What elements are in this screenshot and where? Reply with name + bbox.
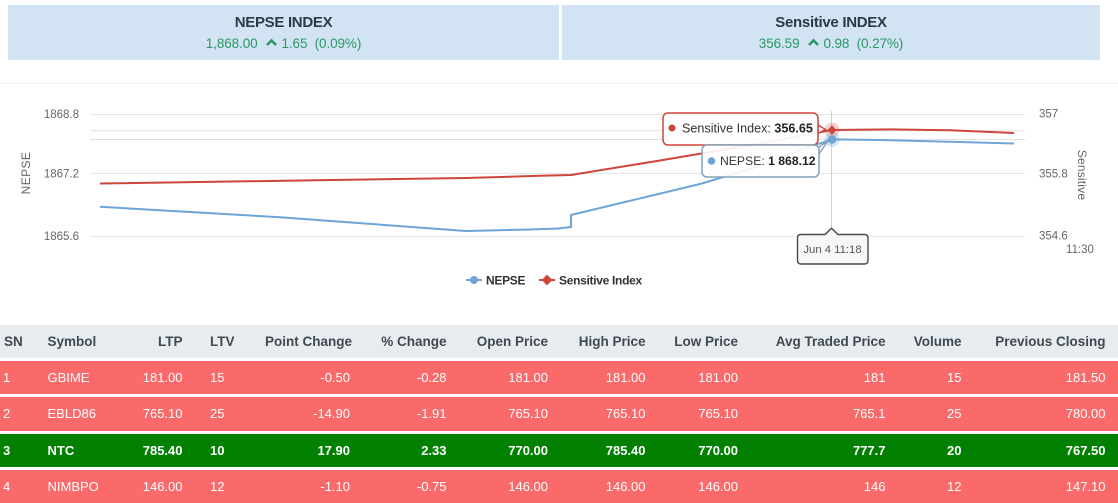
svg-text:1867.2: 1867.2: [44, 169, 79, 181]
svg-text:NEPSE: NEPSE: [19, 152, 33, 195]
svg-text:354.6: 354.6: [1039, 231, 1068, 243]
svg-text:NEPSE: 1 868.12: NEPSE: 1 868.12: [720, 154, 816, 168]
svg-text:NEPSE: NEPSE: [486, 274, 525, 288]
svg-text:Jun 4 11:18: Jun 4 11:18: [803, 244, 861, 256]
svg-text:1868.8: 1868.8: [44, 109, 79, 121]
svg-text:11:30: 11:30: [1066, 244, 1094, 256]
svg-text:Sensitive: Sensitive: [1075, 150, 1089, 201]
svg-text:Sensitive Index: 356.65: Sensitive Index: 356.65: [682, 122, 813, 136]
svg-text:357: 357: [1039, 109, 1058, 121]
svg-text:Sensitive Index: Sensitive Index: [559, 274, 642, 288]
svg-text:1865.6: 1865.6: [44, 231, 79, 243]
svg-text:355.8: 355.8: [1039, 169, 1068, 181]
